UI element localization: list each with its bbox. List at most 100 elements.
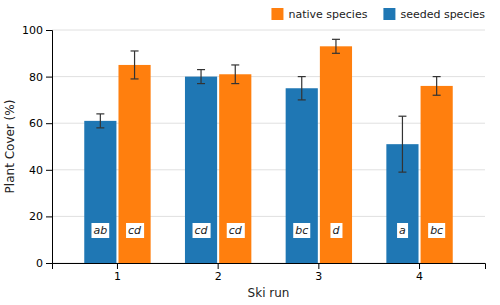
error-bar [131, 51, 139, 79]
annotation-background [428, 223, 445, 238]
x-tick-mark [318, 263, 319, 269]
bar [320, 46, 352, 263]
annotation-background [397, 223, 408, 238]
annotation: cd [126, 223, 144, 238]
annotation: cd [227, 223, 245, 238]
annotation-text: cd [128, 224, 142, 237]
y-tick-label: 80 [29, 71, 43, 84]
annotation-background [126, 223, 144, 238]
x-tick-label: 2 [215, 270, 222, 283]
error-bar [197, 70, 205, 84]
legend-label: native species [288, 8, 367, 21]
x-tick-mark [419, 263, 420, 269]
error-bar [231, 65, 239, 84]
error-bar-stem [335, 39, 336, 53]
annotation: ab [91, 223, 109, 238]
bar [219, 74, 251, 263]
x-tick-label: 1 [114, 270, 121, 283]
error-bar-cap [131, 50, 139, 51]
annotation-text: cd [229, 224, 243, 237]
error-bar-cap [197, 69, 205, 70]
chart: abcdbcacdcddbc1234020406080100Ski runPla… [0, 0, 500, 305]
bar [286, 88, 318, 263]
error-bar-cap [131, 78, 139, 79]
error-bar-stem [301, 77, 302, 100]
annotations: ab cd bc a cd cd d bc [91, 223, 445, 238]
x-tick: 3 [315, 263, 322, 283]
error-bar-cap [332, 39, 340, 40]
annotation: d [330, 223, 342, 238]
y-tick-mark [46, 216, 52, 217]
error-bar [96, 114, 104, 128]
bar [421, 86, 453, 263]
y-tick-mark [46, 77, 52, 78]
error-bar-cap [197, 83, 205, 84]
error-bar-cap [398, 116, 406, 117]
grid [52, 30, 485, 263]
marks [84, 39, 452, 263]
x-tick: 1 [114, 263, 121, 283]
annotation-background [91, 223, 109, 238]
error-bar [332, 39, 340, 53]
x-axis-line [53, 264, 486, 270]
annotation-background [227, 223, 245, 238]
annotation: bc [293, 223, 310, 238]
error-bar [398, 116, 406, 172]
bar [118, 65, 150, 263]
error-bar-cap [96, 127, 104, 128]
legend-item: seeded species [383, 8, 485, 21]
error-bar-cap [298, 99, 306, 100]
annotation-text: bc [295, 224, 308, 237]
y-tick-label: 20 [29, 210, 43, 223]
y-tick: 60 [29, 117, 52, 130]
legend-item: native species [271, 8, 367, 21]
y-tick-mark [46, 30, 52, 31]
error-bar-cap [332, 53, 340, 54]
grid-line [52, 30, 485, 31]
x-tick-mark [218, 263, 219, 269]
error-bar-cap [398, 172, 406, 173]
error-bar-stem [100, 114, 101, 128]
annotation-text: d [332, 224, 340, 237]
annotation-background [193, 223, 211, 238]
legend-swatch [383, 8, 395, 20]
error-bar [433, 77, 441, 96]
y-axis-line [46, 31, 53, 264]
annotation-text: cd [195, 224, 209, 237]
y-tick-mark [46, 170, 52, 171]
y-tick-label: 40 [29, 164, 43, 177]
error-bar-cap [96, 113, 104, 114]
bar [185, 77, 217, 263]
bar-series [118, 39, 452, 263]
y-tick: 100 [22, 24, 52, 37]
bar [84, 121, 116, 263]
y-tick-label: 0 [36, 257, 43, 270]
grid-line [52, 76, 485, 77]
error-bar-stem [436, 77, 437, 96]
error-bar-cap [433, 76, 441, 77]
legend: native species seeded species [271, 8, 485, 21]
x-tick: 2 [215, 263, 222, 283]
x-tick: 4 [416, 263, 423, 283]
error-bar-stem [134, 51, 135, 79]
y-tick-label: 100 [22, 24, 43, 37]
x-tick-label: 4 [416, 270, 423, 283]
error-bar-cap [231, 83, 239, 84]
y-tick-mark [46, 263, 52, 264]
error-bar-cap [298, 76, 306, 77]
legend-label: seeded species [400, 8, 485, 21]
annotation: cd [193, 223, 211, 238]
annotation-text: bc [430, 224, 443, 237]
y-tick: 20 [29, 210, 52, 223]
y-tick: 40 [29, 164, 52, 177]
annotation-background [330, 223, 342, 238]
error-bar-cap [231, 64, 239, 65]
x-axis: 1 2 3 4 [53, 263, 486, 283]
annotation-text: ab [93, 224, 107, 237]
legend-swatch [271, 8, 283, 20]
y-tick-label: 60 [29, 117, 43, 130]
y-axis-title: Plant Cover (%) [3, 100, 17, 194]
annotation-background [293, 223, 310, 238]
annotation-text: a [399, 224, 406, 237]
error-bar-cap [433, 95, 441, 96]
